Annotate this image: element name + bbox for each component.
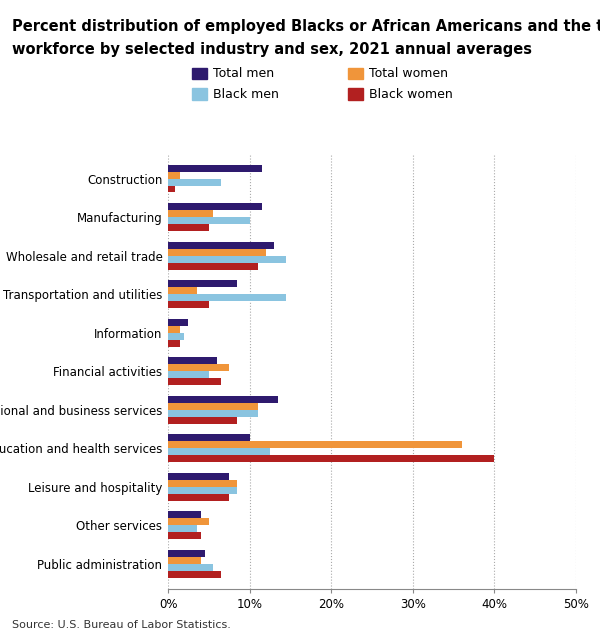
Bar — [168, 172, 180, 179]
Bar — [168, 217, 250, 224]
Bar — [168, 435, 250, 442]
Bar — [168, 249, 266, 255]
Bar — [168, 480, 238, 487]
Bar — [168, 410, 258, 417]
Text: Percent distribution of employed Blacks or African Americans and the total: Percent distribution of employed Blacks … — [12, 19, 600, 34]
Bar — [168, 455, 494, 462]
Bar — [168, 262, 258, 269]
Bar — [168, 186, 175, 193]
Bar — [168, 294, 286, 301]
Bar — [168, 333, 184, 340]
Text: workforce by selected industry and sex, 2021 annual averages: workforce by selected industry and sex, … — [12, 42, 532, 56]
Bar — [168, 493, 229, 500]
Bar — [168, 564, 213, 571]
Bar — [168, 550, 205, 557]
Bar — [168, 518, 209, 525]
Bar — [168, 340, 180, 346]
Bar — [168, 224, 209, 231]
Text: Black men: Black men — [213, 88, 279, 100]
Bar — [168, 280, 238, 287]
Text: Source: U.S. Bureau of Labor Statistics.: Source: U.S. Bureau of Labor Statistics. — [12, 620, 231, 630]
Bar — [168, 210, 213, 217]
Bar — [168, 164, 262, 172]
Bar — [168, 403, 258, 410]
Bar — [168, 525, 197, 532]
Text: Total men: Total men — [213, 67, 274, 80]
Bar — [168, 301, 209, 308]
Bar — [168, 326, 180, 333]
Bar — [168, 287, 197, 294]
Bar — [168, 204, 262, 210]
Bar — [168, 179, 221, 186]
Bar — [168, 473, 229, 480]
Bar — [168, 319, 188, 326]
Bar — [168, 557, 200, 564]
Bar — [168, 511, 200, 518]
Bar — [168, 364, 229, 371]
Bar — [168, 448, 270, 455]
Bar — [168, 378, 221, 385]
Bar — [168, 532, 200, 539]
Bar — [168, 571, 221, 578]
Bar — [168, 442, 462, 448]
Bar — [168, 255, 286, 262]
Bar — [168, 396, 278, 403]
Text: Black women: Black women — [369, 88, 453, 100]
Bar — [168, 242, 274, 249]
Bar — [168, 371, 209, 378]
Bar — [168, 417, 238, 424]
Bar — [168, 487, 238, 493]
Text: Total women: Total women — [369, 67, 448, 80]
Bar — [168, 357, 217, 364]
